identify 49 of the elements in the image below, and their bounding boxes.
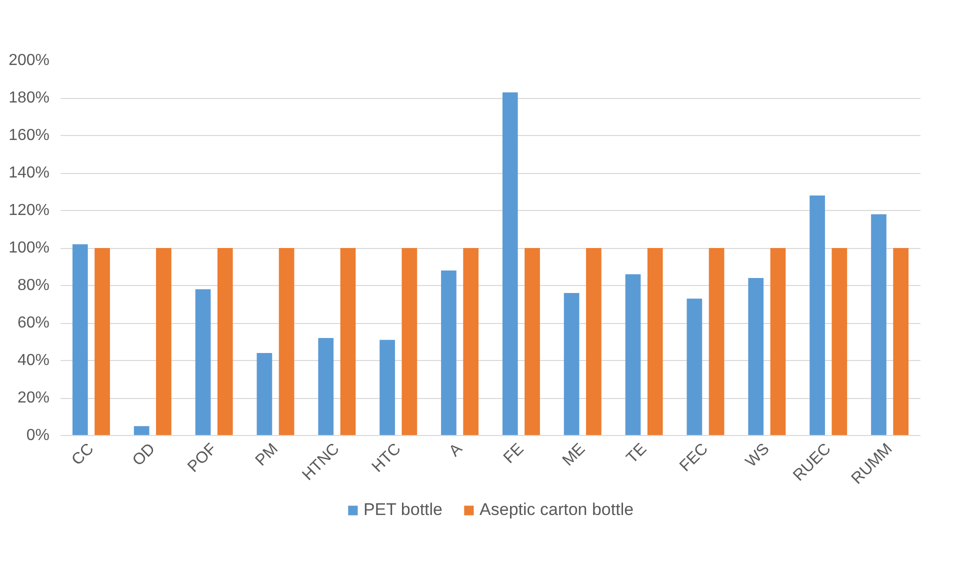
bar <box>318 338 334 436</box>
legend-label: Aseptic carton bottle <box>480 500 634 520</box>
bar <box>217 248 233 436</box>
bar <box>441 270 456 436</box>
bar <box>810 196 825 436</box>
y-tick-label: 200% <box>8 52 50 69</box>
bar <box>524 248 540 436</box>
bar <box>502 92 518 436</box>
bar <box>871 214 886 436</box>
legend-label: PET bottle <box>363 500 443 520</box>
y-tick-label: 120% <box>8 202 50 219</box>
bar <box>770 248 786 436</box>
bar <box>195 289 211 436</box>
bar <box>893 248 909 436</box>
bar <box>647 248 663 436</box>
x-tick-label: CC <box>68 440 98 469</box>
bar <box>156 248 172 436</box>
bar <box>463 248 479 436</box>
x-tick-label: ME <box>560 440 589 470</box>
bar <box>748 278 764 436</box>
bar <box>94 248 110 436</box>
bar <box>586 248 602 436</box>
y-tick-label: 0% <box>26 427 50 444</box>
bar <box>402 248 418 436</box>
x-tick-label: PM <box>252 440 282 470</box>
bar <box>134 426 150 436</box>
bar <box>380 340 395 436</box>
bar <box>278 248 294 436</box>
x-tick-label: TE <box>624 440 650 467</box>
bar <box>256 353 272 436</box>
y-tick-label: 160% <box>8 127 50 144</box>
bar <box>340 248 356 436</box>
y-tick-label: 180% <box>8 90 50 106</box>
bar <box>564 293 580 436</box>
x-tick-label: A <box>446 440 466 460</box>
bar <box>832 248 848 436</box>
bar <box>72 244 88 436</box>
bar <box>686 298 702 436</box>
x-tick-label: FE <box>500 440 528 467</box>
y-tick-label: 60% <box>17 314 50 332</box>
bar <box>625 274 641 436</box>
y-tick-label: 140% <box>8 164 50 182</box>
y-tick-label: 100% <box>8 240 50 256</box>
y-tick-label: 40% <box>17 352 50 369</box>
bar <box>708 248 724 436</box>
x-tick-label: OD <box>130 440 159 470</box>
y-tick-label: 20% <box>17 390 50 406</box>
y-tick-label: 80% <box>17 277 50 294</box>
x-tick-label: WS <box>742 440 773 471</box>
